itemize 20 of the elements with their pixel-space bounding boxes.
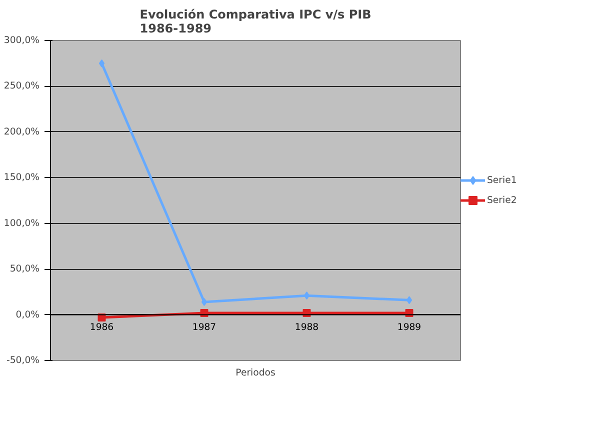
x-tick-label: 1986 <box>90 322 114 333</box>
point <box>201 298 208 306</box>
y-tick-label: 150,0% <box>4 172 40 184</box>
point <box>406 296 412 304</box>
y-tick-label: 100,0% <box>4 218 40 229</box>
y-tick-label: 50,0% <box>10 264 40 275</box>
legend-label: Serie1 <box>487 174 517 186</box>
point <box>304 292 310 300</box>
y-tick-label: -50,0% <box>6 355 40 366</box>
y-tick-label: 0,0% <box>16 309 40 320</box>
legend-label: Serie2 <box>487 194 517 206</box>
point <box>98 59 105 68</box>
chart-title: Evolución Comparativa IPC v/s PIB 1986-1989 <box>140 8 372 36</box>
x-tick-label: 1989 <box>397 322 422 333</box>
y-tick-label: 300,0% <box>4 35 40 46</box>
x-tick-label: 1988 <box>294 322 319 333</box>
y-tick-label: 200,0% <box>4 126 40 138</box>
x-axis-title: Periodos <box>236 368 276 378</box>
x-tick-label: 1987 <box>192 322 216 333</box>
y-tick-label: 250,0% <box>4 80 40 92</box>
